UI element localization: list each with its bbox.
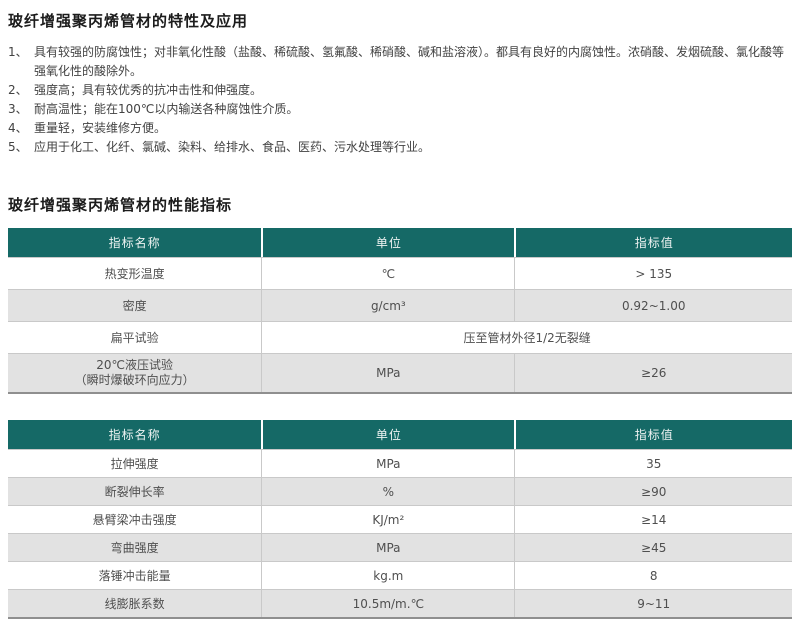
table-row: 线膨胀系数 10.5m/m.℃ 9~11 (8, 589, 792, 617)
feature-item-1: 1、 具有较强的防腐蚀性；对非氧化性酸（盐酸、稀硫酸、氢氟酸、稀硝酸、碱和盐溶液… (8, 43, 792, 81)
performance-table-1: 指标名称 单位 指标值 热变形温度 ℃ > 135 密度 g/cm³ 0.92~… (8, 228, 792, 394)
feature-number: 5、 (8, 140, 28, 154)
table-row: 扁平试验 压至管材外径1/2无裂缝 (8, 321, 792, 353)
cell-name: 密度 (8, 289, 262, 321)
feature-item-5: 5、 应用于化工、化纤、氯碱、染料、给排水、食品、医药、污水处理等行业。 (8, 138, 792, 157)
header-cell-unit: 单位 (261, 228, 515, 257)
feature-number: 4、 (8, 121, 28, 135)
cell-value: 0.92~1.00 (514, 289, 792, 321)
cell-name: 热变形温度 (8, 257, 262, 289)
cell-name: 线膨胀系数 (8, 589, 262, 617)
table-row: 拉伸强度 MPa 35 (8, 449, 792, 477)
table-row: 悬臂梁冲击强度 KJ/m² ≥14 (8, 505, 792, 533)
cell-name: 弯曲强度 (8, 533, 262, 561)
feature-text: 耐高温性；能在100℃以内输送各种腐蚀性介质。 (34, 102, 299, 116)
cell-value: ≥14 (514, 505, 792, 533)
cell-value: ≥90 (514, 477, 792, 505)
cell-name: 拉伸强度 (8, 449, 262, 477)
cell-unit: kg.m (261, 561, 515, 589)
feature-number: 2、 (8, 83, 28, 97)
cell-value: ≥45 (514, 533, 792, 561)
performance-table-2: 指标名称 单位 指标值 拉伸强度 MPa 35 断裂伸长率 % ≥90 悬臂梁冲… (8, 420, 792, 619)
cell-unit: ℃ (261, 257, 515, 289)
feature-text: 应用于化工、化纤、氯碱、染料、给排水、食品、医药、污水处理等行业。 (34, 140, 431, 154)
table-row: 弯曲强度 MPa ≥45 (8, 533, 792, 561)
header-cell-value: 指标值 (514, 420, 792, 449)
table-row: 20℃液压试验 （瞬时爆破环向应力） MPa ≥26 (8, 353, 792, 392)
table-row: 断裂伸长率 % ≥90 (8, 477, 792, 505)
feature-list: 1、 具有较强的防腐蚀性；对非氧化性酸（盐酸、稀硫酸、氢氟酸、稀硝酸、碱和盐溶液… (8, 43, 792, 157)
table-row: 密度 g/cm³ 0.92~1.00 (8, 289, 792, 321)
header-cell-unit: 单位 (261, 420, 515, 449)
section-title-performance: 玻纤增强聚丙烯管材的性能指标 (8, 196, 233, 214)
cell-name: 落锤冲击能量 (8, 561, 262, 589)
cell-value: 35 (514, 449, 792, 477)
cell-name: 悬臂梁冲击强度 (8, 505, 262, 533)
table-header-row: 指标名称 单位 指标值 (8, 228, 792, 257)
doc-title: 玻纤增强聚丙烯管材的特性及应用 (8, 12, 249, 30)
table-row: 热变形温度 ℃ > 135 (8, 257, 792, 289)
cell-unit: KJ/m² (261, 505, 515, 533)
cell-merged-value: 压至管材外径1/2无裂缝 (261, 321, 792, 353)
cell-unit: g/cm³ (261, 289, 515, 321)
cell-name: 扁平试验 (8, 321, 262, 353)
header-cell-name: 指标名称 (8, 228, 262, 257)
cell-unit: 10.5m/m.℃ (261, 589, 515, 617)
feature-text: 重量轻，安装维修方便。 (34, 121, 167, 135)
cell-name: 20℃液压试验 （瞬时爆破环向应力） (8, 353, 262, 392)
cell-unit: MPa (261, 449, 515, 477)
cell-value: ≥26 (514, 353, 792, 392)
table-header-row: 指标名称 单位 指标值 (8, 420, 792, 449)
feature-item-2: 2、 强度高；具有较优秀的抗冲击性和伸强度。 (8, 81, 792, 100)
cell-value: 9~11 (514, 589, 792, 617)
feature-item-4: 4、 重量轻，安装维修方便。 (8, 119, 792, 138)
feature-item-3: 3、 耐高温性；能在100℃以内输送各种腐蚀性介质。 (8, 100, 792, 119)
header-cell-name: 指标名称 (8, 420, 262, 449)
cell-name: 断裂伸长率 (8, 477, 262, 505)
cell-name-line2: （瞬时爆破环向应力） (74, 373, 195, 387)
header-cell-value: 指标值 (514, 228, 792, 257)
cell-value: > 135 (514, 257, 792, 289)
cell-name-line1: 20℃液压试验 (96, 358, 173, 372)
feature-number: 3、 (8, 102, 28, 116)
table-row: 落锤冲击能量 kg.m 8 (8, 561, 792, 589)
cell-value: 8 (514, 561, 792, 589)
cell-unit: MPa (261, 533, 515, 561)
feature-number: 1、 (8, 45, 28, 59)
cell-unit: MPa (261, 353, 515, 392)
cell-unit: % (261, 477, 515, 505)
feature-text: 强度高；具有较优秀的抗冲击性和伸强度。 (34, 83, 263, 97)
feature-text: 具有较强的防腐蚀性；对非氧化性酸（盐酸、稀硫酸、氢氟酸、稀硝酸、碱和盐溶液）。都… (34, 45, 785, 78)
